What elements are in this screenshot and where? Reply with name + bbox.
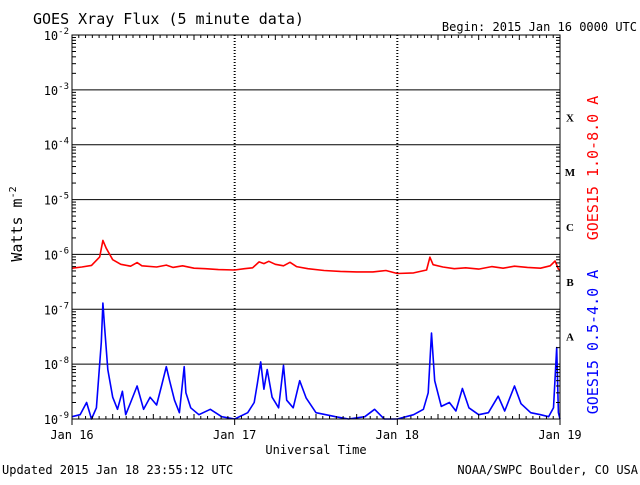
y-tick-exponent: -6	[58, 246, 69, 256]
y-tick-exponent: -3	[58, 82, 69, 92]
x-tick-label: Jan 18	[376, 428, 419, 442]
y-tick-base: 10	[44, 248, 58, 262]
flare-class-x: X	[566, 112, 574, 124]
plot-border	[71, 34, 561, 420]
legend-short-channel: GOES15 0.5-4.0 A	[584, 270, 602, 415]
flare-class-a: A	[566, 332, 574, 344]
updated-time: Updated 2015 Jan 18 23:55:12 UTC	[2, 463, 233, 477]
x-axis-label: Universal Time	[265, 443, 366, 457]
series-layer	[71, 239, 561, 420]
y-tick-exponent: -8	[58, 356, 69, 366]
y-tick-label: 10-4	[44, 137, 69, 153]
y-tick-label: 10-3	[44, 82, 69, 98]
x-axis: Jan 16 Jan 17 Jan 18 Jan 19	[50, 419, 582, 442]
y-tick-exponent: -5	[58, 192, 69, 202]
x-tick-label: Jan 19	[538, 428, 581, 442]
y-tick-exponent: -2	[58, 27, 69, 37]
y-tick-base: 10	[44, 194, 58, 208]
y-tick-label: 10-6	[44, 246, 69, 262]
y-axis-label-main: Watts m	[8, 198, 26, 261]
y-tick-base: 10	[44, 84, 58, 98]
series-short-channel	[71, 302, 561, 420]
y-tick-exponent: -4	[58, 137, 69, 147]
series-long-channel	[71, 239, 561, 275]
y-tick-exponent: -7	[58, 301, 69, 311]
y-axis: 10-210-310-410-510-610-710-810-9	[44, 27, 69, 427]
x-tick-label: Jan 16	[50, 428, 93, 442]
chart-title: GOES Xray Flux (5 minute data)	[33, 10, 304, 28]
y-tick-base: 10	[44, 29, 58, 43]
y-tick-label: 10-2	[44, 27, 69, 43]
y-axis-label: Watts m-2	[8, 186, 26, 261]
flare-class-m: M	[565, 167, 576, 179]
y-tick-base: 10	[44, 303, 58, 317]
begin-time: Begin: 2015 Jan 16 0000 UTC	[442, 20, 637, 34]
y-tick-exponent: -9	[58, 411, 69, 421]
y-tick-base: 10	[44, 139, 58, 153]
y-tick-label: 10-7	[44, 301, 69, 317]
legend-long-channel: GOES15 1.0-8.0 A	[584, 96, 602, 241]
y-tick-base: 10	[44, 358, 58, 372]
plot-frame	[71, 34, 561, 420]
source-credit: NOAA/SWPC Boulder, CO USA	[457, 463, 638, 477]
flare-class-labels: X M C B A	[565, 112, 576, 343]
flare-class-b: B	[566, 277, 574, 289]
y-tick-label: 10-5	[44, 192, 69, 208]
y-axis-label-exponent: -2	[8, 186, 19, 198]
flare-class-c: C	[566, 222, 574, 234]
y-tick-base: 10	[44, 413, 58, 427]
grid	[72, 35, 560, 419]
y-tick-label: 10-8	[44, 356, 69, 372]
x-tick-label: Jan 17	[213, 428, 256, 442]
y-tick-label: 10-9	[44, 411, 69, 427]
